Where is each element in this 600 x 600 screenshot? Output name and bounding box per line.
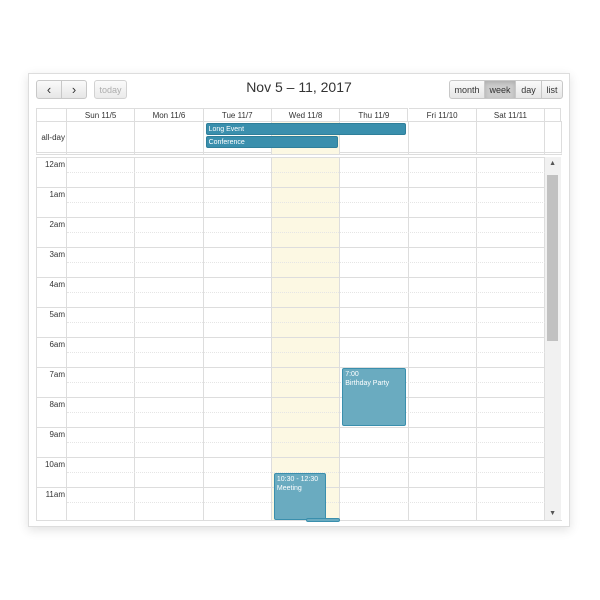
half-hour-line — [67, 172, 546, 173]
next-button[interactable]: › — [61, 80, 87, 99]
hour-line — [36, 247, 546, 248]
event-title: Conference — [208, 139, 245, 146]
hour-line — [36, 367, 546, 368]
day-header: Tue 11/7 — [203, 108, 272, 122]
scrollbar[interactable]: ▲ ▼ — [545, 157, 562, 520]
hour-label: 6am — [49, 340, 65, 349]
view-week-button[interactable]: week — [484, 80, 516, 99]
hour-line — [36, 337, 546, 338]
half-hour-line — [67, 412, 546, 413]
column-divider — [66, 121, 67, 155]
hour-line — [36, 427, 546, 428]
column-divider — [339, 157, 341, 520]
hour-line — [36, 307, 546, 308]
view-month-button[interactable]: month — [449, 80, 485, 99]
event-time: 10:30 - 12:30 — [276, 476, 319, 483]
all-day-label: all-day — [41, 133, 65, 142]
half-hour-line — [67, 352, 546, 353]
all-day-event[interactable]: Conference — [205, 136, 339, 148]
hour-label: 3am — [49, 250, 65, 259]
event-time: 12:00 — [309, 520, 337, 521]
half-hour-line — [67, 322, 546, 323]
event-title: Birthday Party — [345, 380, 390, 387]
column-divider — [270, 157, 272, 520]
timed-event[interactable]: 12:00 — [305, 518, 340, 522]
column-divider — [407, 157, 409, 520]
column-divider — [66, 157, 67, 520]
event-title: Long Event — [208, 126, 245, 133]
hour-label: 5am — [49, 310, 65, 319]
column-divider — [407, 121, 409, 155]
hour-label: 11am — [45, 490, 65, 499]
view-list-button[interactable]: list — [541, 80, 563, 99]
column-divider — [544, 121, 546, 155]
hour-line — [36, 157, 546, 158]
hour-label: 8am — [49, 400, 65, 409]
calendar: ‹ › today Nov 5 – 11, 2017 month week da… — [28, 73, 570, 527]
column-divider — [202, 157, 204, 520]
hour-label: 9am — [49, 430, 65, 439]
column-divider — [475, 121, 477, 155]
column-divider — [134, 121, 136, 155]
hour-label: 12am — [44, 160, 65, 169]
all-day-event[interactable]: Long Event — [205, 123, 407, 135]
half-hour-line — [67, 202, 546, 203]
half-hour-line — [67, 292, 546, 293]
event-time: 7:00 — [345, 371, 359, 378]
hour-line — [36, 217, 546, 218]
grid-bottom — [36, 520, 562, 521]
today-button[interactable]: today — [94, 80, 127, 99]
column-divider — [134, 157, 136, 520]
today-column-bg — [271, 157, 341, 520]
hour-line — [36, 187, 546, 188]
hour-label: 7am — [49, 370, 65, 379]
column-divider — [544, 157, 546, 520]
scroll-down-icon[interactable]: ▼ — [549, 510, 557, 517]
timed-event[interactable]: 10:30 - 12:30 Meeting — [273, 473, 326, 520]
half-hour-line — [67, 232, 546, 233]
hour-line — [36, 397, 546, 398]
scroll-header — [545, 108, 562, 122]
half-hour-line — [67, 472, 546, 473]
axis-header — [36, 108, 67, 122]
day-header: Sat 11/11 — [476, 108, 546, 122]
half-hour-line — [67, 442, 546, 443]
column-divider — [339, 121, 341, 155]
view-day-button[interactable]: day — [515, 80, 542, 99]
grid-left-border — [36, 157, 37, 520]
hour-line — [36, 457, 546, 458]
timed-event[interactable]: 7:00 Birthday Party — [342, 368, 407, 426]
half-hour-line — [67, 262, 546, 263]
hour-label: 2am — [49, 220, 65, 229]
day-header: Sun 11/5 — [67, 108, 136, 122]
day-header: Fri 11/10 — [408, 108, 477, 122]
day-header: Mon 11/6 — [135, 108, 204, 122]
day-header: Wed 11/8 — [271, 108, 341, 122]
hour-label: 4am — [49, 280, 65, 289]
calendar-title: Nov 5 – 11, 2017 — [246, 79, 352, 95]
scrollbar-thumb[interactable] — [547, 175, 559, 341]
hour-label: 10am — [44, 460, 65, 469]
column-divider — [475, 157, 477, 520]
scroll-up-icon[interactable]: ▲ — [549, 160, 557, 167]
hour-label: 1am — [49, 190, 65, 199]
event-title: Meeting — [276, 485, 302, 492]
column-divider — [202, 121, 204, 155]
half-hour-line — [67, 382, 546, 383]
hour-line — [36, 277, 546, 278]
day-header: Thu 11/9 — [340, 108, 409, 122]
